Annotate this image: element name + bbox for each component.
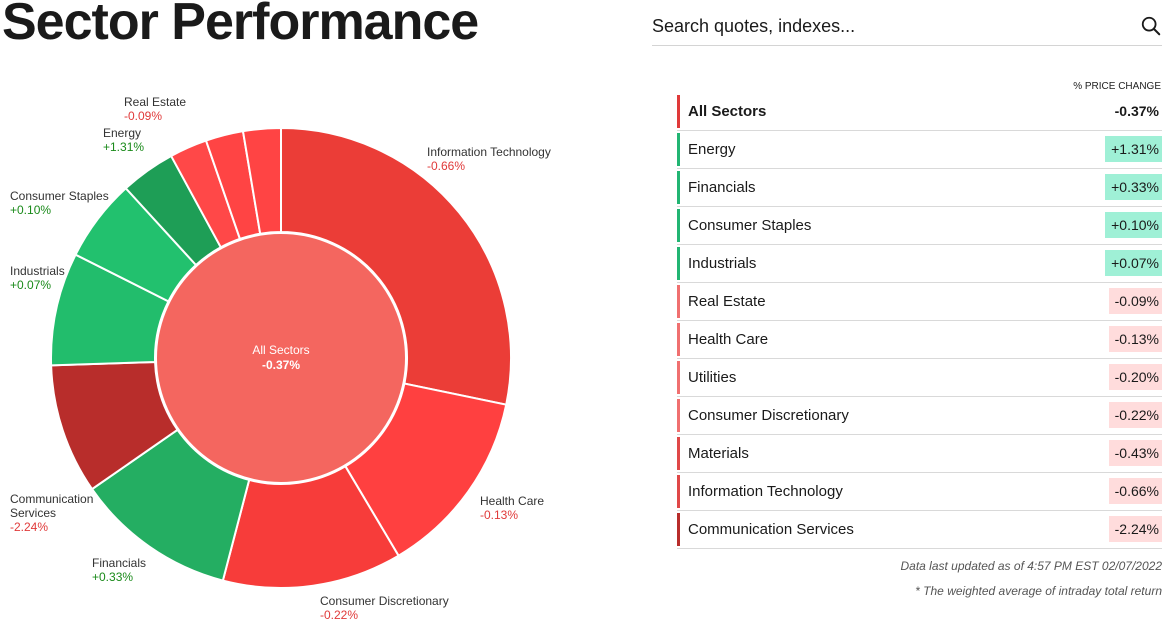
row-color-bar — [677, 171, 680, 204]
sector-change: -0.66% — [1108, 478, 1162, 504]
sector-row-materials[interactable]: Materials -0.43% — [677, 435, 1162, 473]
center-label: All Sectors — [252, 343, 309, 357]
row-color-bar — [677, 361, 680, 394]
row-color-bar — [677, 399, 680, 432]
row-color-bar — [677, 513, 680, 546]
sector-table: All Sectors -0.37% Energy +1.31% Financials +… — [677, 93, 1162, 549]
sector-name: Materials — [688, 445, 749, 462]
sector-change: -0.20% — [1108, 364, 1162, 390]
sector-change: -0.43% — [1108, 440, 1162, 466]
donut-center[interactable] — [155, 232, 407, 484]
page-title: Sector Performance — [2, 0, 479, 51]
sector-name: Financials — [688, 179, 756, 196]
sector-change: -0.22% — [1108, 402, 1162, 428]
segment-value-communication-services: -2.24% — [10, 520, 48, 534]
segment-label-communication-services: Services — [10, 506, 56, 520]
sector-name: Energy — [688, 141, 736, 158]
sector-name: All Sectors — [688, 103, 767, 120]
sector-name: Health Care — [688, 331, 769, 348]
segment-value-information-technology: -0.66% — [427, 159, 465, 173]
row-color-bar — [677, 247, 680, 280]
search-icon[interactable] — [1140, 15, 1162, 37]
sector-change: -0.37% — [1114, 103, 1159, 119]
row-color-bar — [677, 95, 680, 128]
row-color-bar — [677, 437, 680, 470]
sector-change: +1.31% — [1105, 136, 1162, 162]
sector-row-communication-services[interactable]: Communication Services -2.24% — [677, 511, 1162, 549]
sector-row-industrials[interactable]: Industrials +0.07% — [677, 245, 1162, 283]
sector-row-energy[interactable]: Energy +1.31% — [677, 131, 1162, 169]
segment-value-industrials: +0.07% — [10, 278, 51, 292]
sector-name: Consumer Staples — [688, 217, 812, 234]
segment-label-communication-services: Communication — [10, 492, 93, 506]
row-color-bar — [677, 475, 680, 508]
search-input[interactable] — [652, 12, 1112, 40]
row-color-bar — [677, 133, 680, 166]
segment-label-consumer-staples: Consumer Staples — [10, 189, 109, 203]
segment-label-information-technology: Information Technology — [427, 145, 551, 159]
sector-row-all-sectors[interactable]: All Sectors -0.37% — [677, 93, 1162, 131]
segment-label-financials: Financials — [92, 556, 146, 570]
sector-row-utilities[interactable]: Utilities -0.20% — [677, 359, 1162, 397]
search-bar — [652, 10, 1162, 46]
segment-label-health-care: Health Care — [480, 494, 544, 508]
sector-change: -0.09% — [1108, 288, 1162, 314]
sector-name: Utilities — [688, 369, 737, 386]
sector-row-real-estate[interactable]: Real Estate -0.09% — [677, 283, 1162, 321]
sector-change: -0.13% — [1108, 326, 1162, 352]
sector-name: Industrials — [688, 255, 757, 272]
sector-row-consumer-discretionary[interactable]: Consumer Discretionary -0.22% — [677, 397, 1162, 435]
sector-name: Communication Services — [688, 521, 854, 538]
sector-row-consumer-staples[interactable]: Consumer Staples +0.10% — [677, 207, 1162, 245]
segment-label-energy: Energy — [103, 126, 141, 140]
sector-name: Real Estate — [688, 293, 766, 310]
segment-label-consumer-discretionary: Consumer Discretionary — [320, 594, 449, 608]
segment-value-energy: +1.31% — [103, 140, 144, 154]
sector-change: +0.33% — [1105, 174, 1162, 200]
segment-label-industrials: Industrials — [10, 264, 65, 278]
sector-change: +0.10% — [1105, 212, 1162, 238]
segment-value-financials: +0.33% — [92, 570, 133, 584]
segment-value-consumer-discretionary: -0.22% — [320, 608, 358, 622]
segment-label-real-estate: Real Estate — [124, 95, 186, 109]
last-updated-note: Data last updated as of 4:57 PM EST 02/0… — [900, 559, 1162, 573]
sector-row-information-technology[interactable]: Information Technology -0.66% — [677, 473, 1162, 511]
sector-donut-chart: Information Technology -0.66% Health Care -… — [0, 60, 640, 631]
segment-value-real-estate: -0.09% — [124, 109, 162, 123]
price-change-header: % PRICE CHANGE — [1073, 81, 1161, 92]
row-color-bar — [677, 323, 680, 356]
segment-value-consumer-staples: +0.10% — [10, 203, 51, 217]
row-color-bar — [677, 285, 680, 318]
sector-change: +0.07% — [1105, 250, 1162, 276]
sector-row-financials[interactable]: Financials +0.33% — [677, 169, 1162, 207]
sector-name: Consumer Discretionary — [688, 407, 849, 424]
sector-change: -2.24% — [1108, 516, 1162, 542]
row-color-bar — [677, 209, 680, 242]
weighted-average-note: * The weighted average of intraday total… — [915, 584, 1162, 598]
sector-name: Information Technology — [688, 483, 843, 500]
center-value: -0.37% — [262, 358, 300, 372]
segment-value-health-care: -0.13% — [480, 508, 518, 522]
donut-svg: Information Technology-0.66%Health Care-… — [10, 95, 551, 622]
sector-row-health-care[interactable]: Health Care -0.13% — [677, 321, 1162, 359]
